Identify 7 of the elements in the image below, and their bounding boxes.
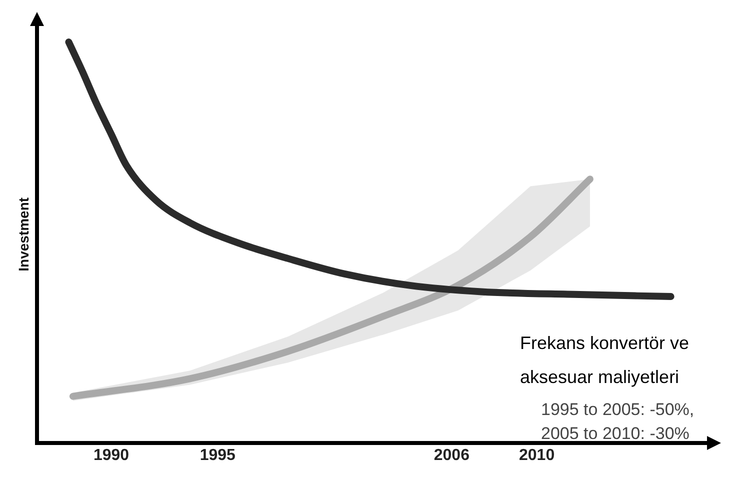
y-axis-title: Investment <box>15 197 32 272</box>
x-tick-label: 2010 <box>518 446 555 464</box>
annotation: 1995 to 2005: -50%, 2005 to 2010: -30% <box>541 399 696 445</box>
annotation: Frekans konvertör ve aksesuar maliyetleri <box>520 332 690 389</box>
x-tick-label: 1990 <box>93 446 130 464</box>
x-tick-label: 1995 <box>200 446 236 464</box>
x-tick-label: 2006 <box>434 446 470 464</box>
